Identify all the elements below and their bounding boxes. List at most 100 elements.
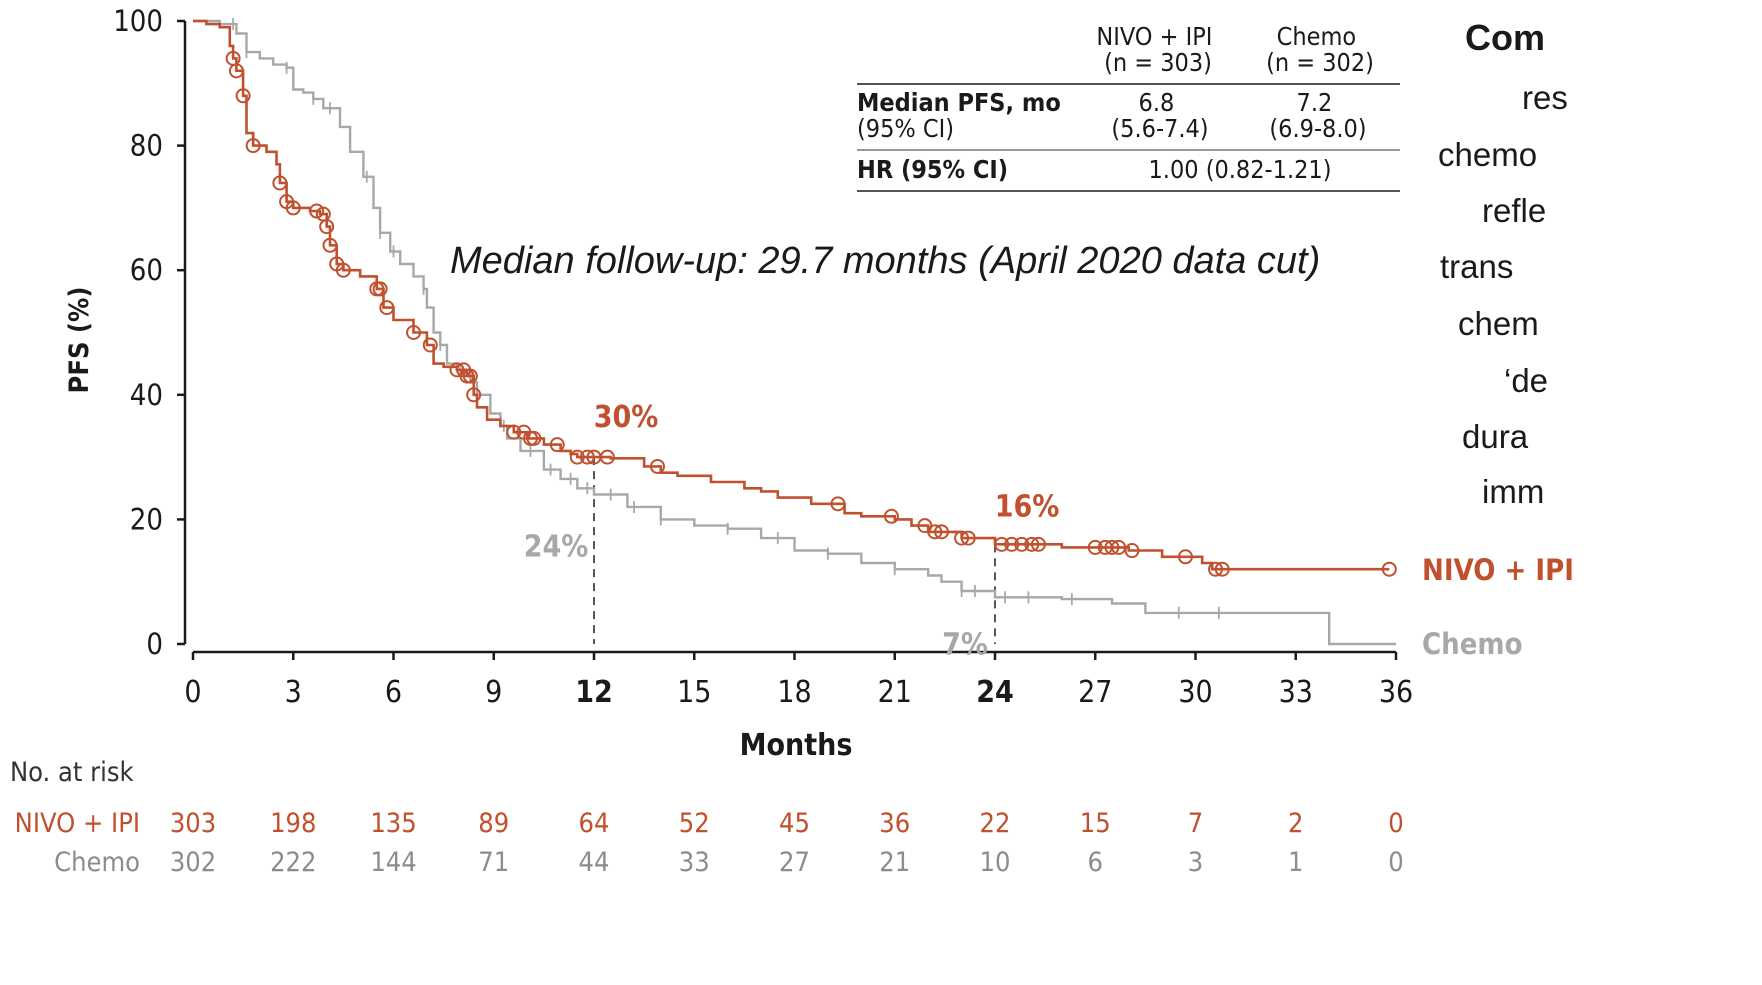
risk-value: 2 xyxy=(1288,808,1303,839)
censor-marker xyxy=(1030,536,1046,552)
censor-marker xyxy=(1014,536,1030,552)
summary-median-nivo-line1: 6.8 xyxy=(1139,88,1175,117)
risk-value: 22 xyxy=(980,808,1011,839)
point-label: 30% xyxy=(594,400,659,435)
risk-value: 10 xyxy=(980,847,1011,878)
summary-median-label-line1: Median PFS, mo xyxy=(857,88,1061,117)
censor-marker xyxy=(830,496,846,512)
censor-marker xyxy=(272,175,288,191)
censor-marker xyxy=(235,88,251,104)
risk-value: 33 xyxy=(679,847,710,878)
summary-col-chemo-line1: Chemo xyxy=(1277,22,1356,51)
summary-table: NIVO + IPI (n = 303) Chemo (n = 302) Med… xyxy=(857,22,1400,192)
censor-marker xyxy=(406,325,422,340)
summary-col-nivo-line2: (n = 303) xyxy=(1104,48,1212,77)
risk-value: 45 xyxy=(779,808,810,839)
censor-marker xyxy=(1024,536,1040,552)
risk-value: 144 xyxy=(370,847,416,878)
legend-nivo: NIVO + IPI xyxy=(1422,553,1574,587)
point-labels: 30% 24% 16% 7% xyxy=(524,400,1060,662)
x-tick-label: 27 xyxy=(1078,675,1112,710)
y-tick-label: 60 xyxy=(130,253,163,287)
censor-marker xyxy=(372,281,388,297)
point-label: 7% xyxy=(942,627,988,662)
censor-marker xyxy=(1381,561,1397,577)
censor-marker xyxy=(927,524,943,540)
censor-marker xyxy=(285,200,301,216)
y-tick-label: 100 xyxy=(113,4,163,38)
x-tick-label: 18 xyxy=(777,675,811,710)
y-axis: 0 20 40 60 80 100 xyxy=(113,4,187,661)
risk-value: 71 xyxy=(478,847,509,878)
x-tick-label: 15 xyxy=(677,675,711,710)
risk-value: 44 xyxy=(579,847,610,878)
censor-marker xyxy=(506,424,522,440)
censor-marker xyxy=(960,530,976,546)
point-label: 24% xyxy=(524,529,589,564)
x-tick-label: 6 xyxy=(385,675,402,710)
series-line xyxy=(193,19,1396,646)
x-tick-label: 30 xyxy=(1178,675,1212,710)
censor-marker xyxy=(1004,536,1020,552)
censor-marker xyxy=(883,508,899,524)
risk-value: 21 xyxy=(879,847,910,878)
censor-marker xyxy=(1208,561,1224,577)
censor-marker xyxy=(649,458,665,474)
summary-median-chemo-line1: 7.2 xyxy=(1297,88,1333,117)
censor-marker xyxy=(549,437,565,453)
sidebar-line-3: refle xyxy=(1482,192,1546,229)
risk-value: 15 xyxy=(1080,808,1111,839)
sidebar-line-6: ‘de xyxy=(1504,362,1548,399)
sidebar-line-7: dura xyxy=(1462,418,1529,455)
risk-value: 198 xyxy=(270,808,316,839)
y-axis-label: PFS (%) xyxy=(64,287,95,394)
summary-median-nivo: 6.8 (5.6-7.4) xyxy=(1111,88,1208,143)
x-tick-label: 0 xyxy=(184,675,201,710)
x-tick-label: 12 xyxy=(575,675,613,710)
y-tick-label: 0 xyxy=(146,627,163,661)
risk-value: 52 xyxy=(679,808,710,839)
x-tick-label: 36 xyxy=(1379,675,1413,710)
sidebar-heading: Com xyxy=(1465,17,1545,58)
x-tick-label: 33 xyxy=(1279,675,1313,710)
sidebar-line-5: chem xyxy=(1458,305,1539,342)
y-tick-label: 80 xyxy=(130,129,163,163)
censor-marker xyxy=(379,300,395,316)
x-tick-label: 9 xyxy=(485,675,502,710)
series-nivo-ipi xyxy=(193,19,1397,577)
censor-marker xyxy=(462,368,478,384)
legend-chemo: Chemo xyxy=(1422,627,1523,661)
summary-median-chemo-line2: (6.9-8.0) xyxy=(1269,114,1366,143)
risk-value: 36 xyxy=(879,808,910,839)
risk-value: 6 xyxy=(1088,847,1103,878)
point-label: 16% xyxy=(995,489,1060,524)
censor-marker xyxy=(1087,539,1103,555)
censor-marker xyxy=(319,219,335,235)
censor-marker xyxy=(1177,549,1193,565)
summary-median-chemo: 7.2 (6.9-8.0) xyxy=(1269,88,1366,143)
follow-up-annotation: Median follow-up: 29.7 months (April 202… xyxy=(450,240,1320,282)
censor-marker xyxy=(599,449,615,465)
x-axis-label: Months xyxy=(740,728,853,763)
censor-marker xyxy=(228,63,244,79)
risk-value: 27 xyxy=(779,847,810,878)
risk-row-label-chemo: Chemo xyxy=(54,847,140,878)
summary-median-label: Median PFS, mo (95% CI) xyxy=(857,88,1068,143)
summary-median-label-line2: (95% CI) xyxy=(857,114,954,143)
censor-marker xyxy=(335,262,351,278)
risk-value: 64 xyxy=(579,808,610,839)
sidebar-text: Com res chemo refle trans chem ‘de dura … xyxy=(1438,17,1568,510)
censor-marker xyxy=(526,430,542,446)
censor-marker xyxy=(579,449,595,465)
censor-marker xyxy=(245,138,261,154)
risk-value: 3 xyxy=(1188,847,1203,878)
risk-value: 89 xyxy=(478,808,509,839)
risk-value: 1 xyxy=(1288,847,1303,878)
sidebar-line-4: trans xyxy=(1440,248,1513,285)
risk-value: 0 xyxy=(1388,847,1403,878)
risk-value: 135 xyxy=(370,808,416,839)
risk-row-label-nivo: NIVO + IPI xyxy=(15,808,140,839)
risk-value: 7 xyxy=(1188,808,1203,839)
risk-value: 302 xyxy=(170,847,216,878)
